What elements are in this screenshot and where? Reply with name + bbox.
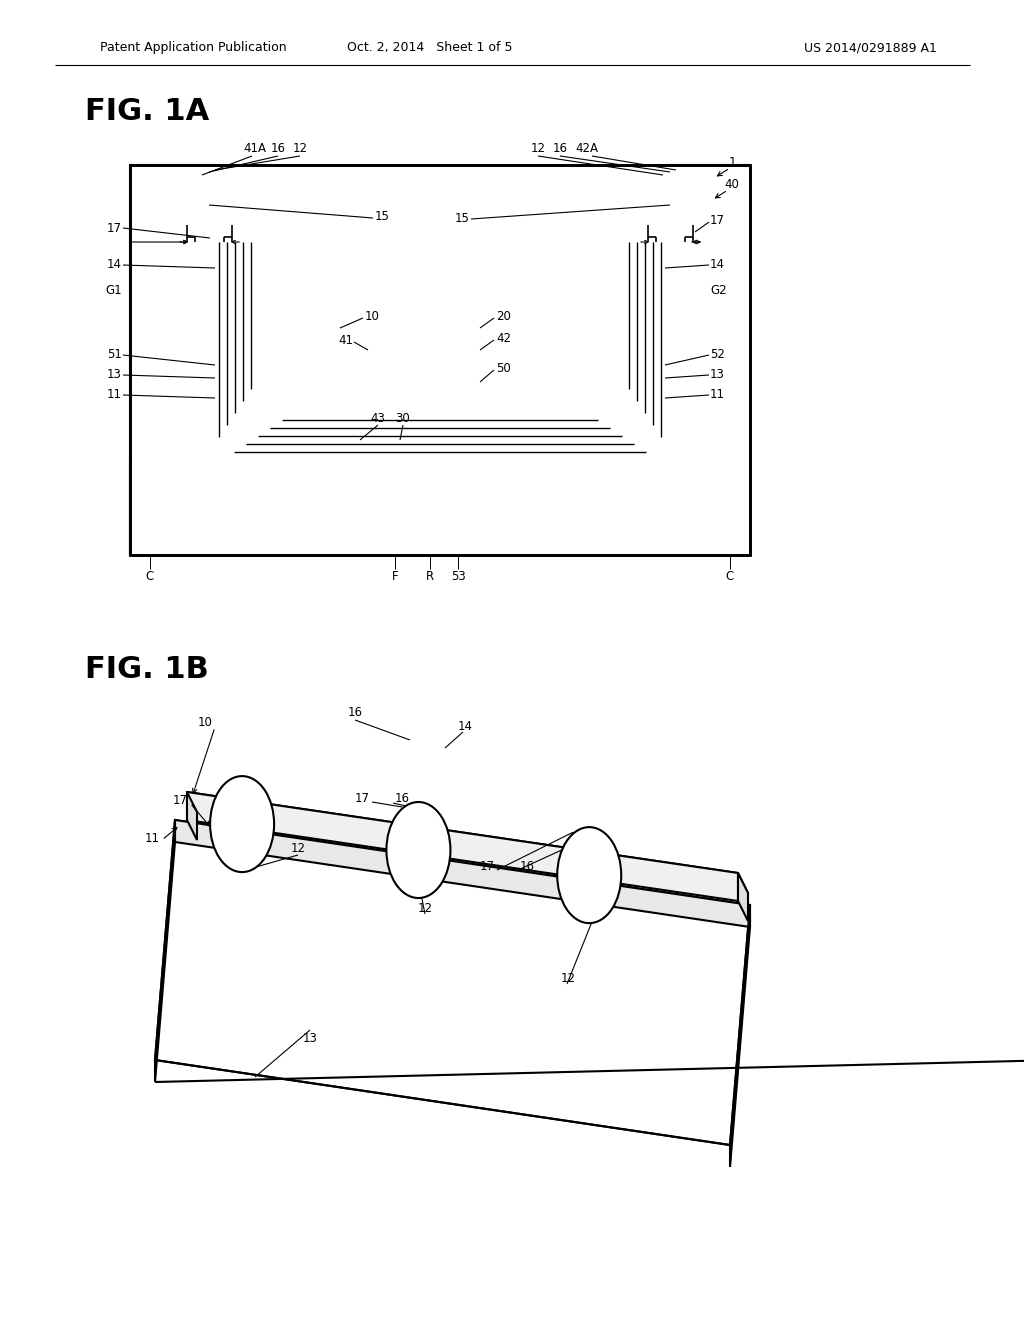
Text: 42: 42 <box>496 331 511 345</box>
Text: 41: 41 <box>338 334 353 346</box>
Polygon shape <box>738 873 748 921</box>
Bar <box>130 165 750 554</box>
Text: G2: G2 <box>710 284 727 297</box>
Text: 14: 14 <box>458 719 472 733</box>
Text: 50: 50 <box>496 362 511 375</box>
Bar <box>648 165 693 224</box>
Text: 30: 30 <box>395 412 411 425</box>
Ellipse shape <box>557 828 622 923</box>
Text: 17: 17 <box>355 792 370 804</box>
Text: 17: 17 <box>710 214 725 227</box>
Bar <box>130 165 215 554</box>
Polygon shape <box>155 820 750 1144</box>
Bar <box>191 224 228 238</box>
Text: 41A: 41A <box>244 141 266 154</box>
Text: 15: 15 <box>375 210 390 223</box>
Text: 40: 40 <box>725 178 739 191</box>
Text: Oct. 2, 2014   Sheet 1 of 5: Oct. 2, 2014 Sheet 1 of 5 <box>347 41 513 54</box>
Polygon shape <box>187 792 738 902</box>
Text: US 2014/0291889 A1: US 2014/0291889 A1 <box>804 41 936 54</box>
Text: C: C <box>726 570 734 583</box>
Text: 12: 12 <box>291 842 305 854</box>
Polygon shape <box>187 792 748 894</box>
Text: 17: 17 <box>173 793 188 807</box>
Text: 11: 11 <box>710 388 725 401</box>
Text: 10: 10 <box>198 717 213 730</box>
Bar <box>187 165 232 224</box>
Polygon shape <box>187 792 197 840</box>
Text: 20: 20 <box>496 309 511 322</box>
Text: R: R <box>426 570 434 583</box>
Bar <box>195 170 223 205</box>
Bar <box>187 165 232 224</box>
Text: 51: 51 <box>108 348 122 362</box>
Text: 43: 43 <box>371 412 385 425</box>
Text: 12: 12 <box>418 902 432 915</box>
Bar <box>215 165 665 459</box>
Polygon shape <box>175 820 750 927</box>
Text: 13: 13 <box>710 368 725 381</box>
Text: FIG. 1B: FIG. 1B <box>85 656 209 685</box>
Text: 11: 11 <box>106 388 122 401</box>
Text: 10: 10 <box>365 309 380 322</box>
Text: Patent Application Publication: Patent Application Publication <box>100 41 287 54</box>
Ellipse shape <box>210 776 274 873</box>
Bar <box>665 165 750 554</box>
Bar <box>130 459 750 554</box>
Text: 16: 16 <box>270 141 286 154</box>
Text: 16: 16 <box>553 141 567 154</box>
Text: 16: 16 <box>395 792 410 804</box>
Text: 42A: 42A <box>575 141 598 154</box>
Bar <box>648 165 693 224</box>
Text: 13: 13 <box>302 1031 317 1044</box>
Text: 11: 11 <box>145 832 160 845</box>
Text: 13: 13 <box>108 368 122 381</box>
Text: 16: 16 <box>520 859 535 873</box>
Text: 12: 12 <box>530 141 546 154</box>
Text: G1: G1 <box>105 284 122 297</box>
Text: 12: 12 <box>560 972 575 985</box>
Bar <box>652 224 689 238</box>
Text: 14: 14 <box>106 259 122 272</box>
Text: 16: 16 <box>347 705 362 718</box>
Text: 53: 53 <box>451 570 465 583</box>
Text: 12: 12 <box>293 141 307 154</box>
Text: 17: 17 <box>106 222 122 235</box>
Text: F: F <box>392 570 398 583</box>
Text: 17: 17 <box>480 859 495 873</box>
Polygon shape <box>730 906 750 1167</box>
Text: 52: 52 <box>710 348 725 362</box>
Text: FIG. 1A: FIG. 1A <box>85 98 209 127</box>
Text: 14: 14 <box>710 259 725 272</box>
Text: 15: 15 <box>455 211 470 224</box>
Polygon shape <box>155 820 175 1082</box>
Ellipse shape <box>386 803 451 898</box>
Bar <box>656 170 684 205</box>
Text: C: C <box>145 570 155 583</box>
Text: 1: 1 <box>728 157 736 169</box>
